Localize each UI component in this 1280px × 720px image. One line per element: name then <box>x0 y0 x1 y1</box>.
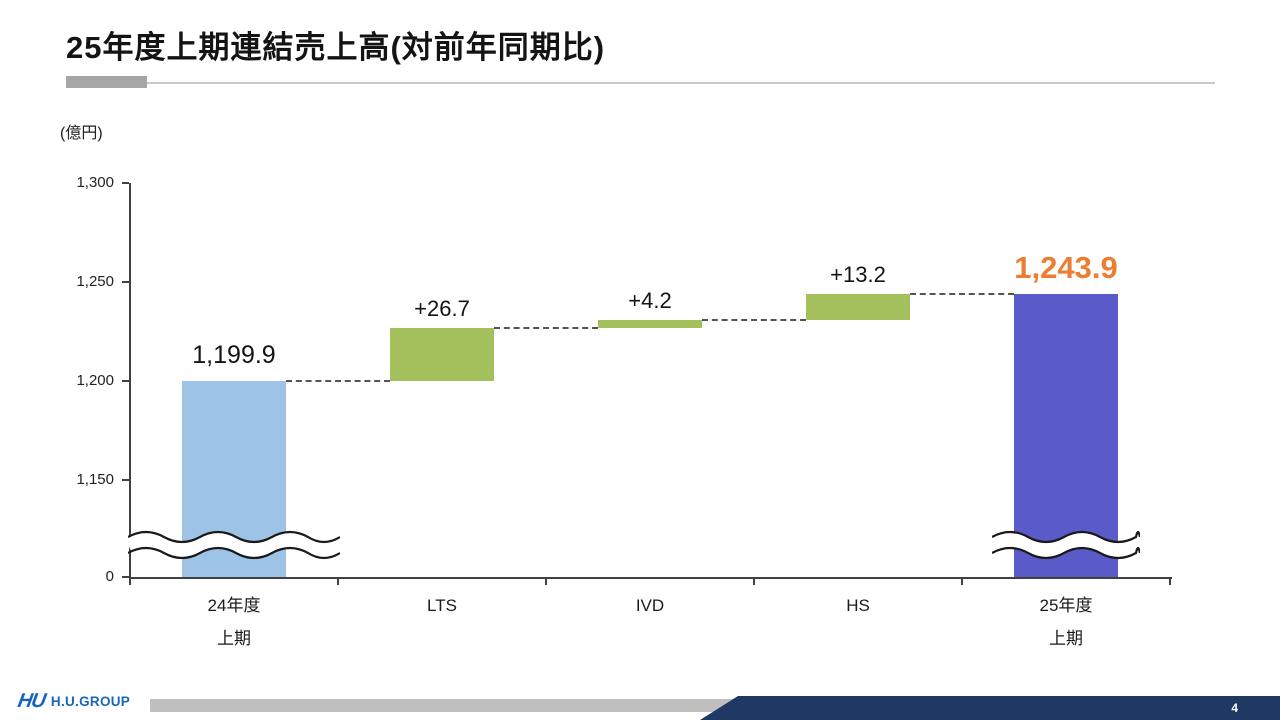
y-tick <box>122 576 129 578</box>
y-tick-label: 1,300 <box>76 174 114 191</box>
bar-value-label: +26.7 <box>414 296 470 322</box>
x-tick <box>545 579 547 585</box>
category-label-line: LTS <box>427 596 457 615</box>
connector-line <box>910 292 1014 295</box>
category-label-line: 24年度 <box>207 596 261 615</box>
category-label: LTS <box>362 589 522 622</box>
category-label: 24年度上期 <box>154 589 314 655</box>
y-tick-label: 1,250 <box>76 273 114 290</box>
category-label-line: 上期 <box>217 629 251 648</box>
footer-logo: HU H.U.GROUP <box>16 690 131 712</box>
y-tick <box>122 182 129 184</box>
unit-label: (億円) <box>60 125 103 142</box>
page-number: 4 <box>1231 701 1238 715</box>
connector-line <box>702 319 806 322</box>
bar-ivd <box>598 320 702 329</box>
y-tick <box>122 281 129 283</box>
category-label-line: 25年度 <box>1039 596 1093 615</box>
x-axis <box>129 577 1172 579</box>
x-tick <box>753 579 755 585</box>
category-label: 25年度上期 <box>986 589 1146 655</box>
bar-value-label: +4.2 <box>628 288 672 314</box>
footer-navy-band: 4 <box>700 696 1280 720</box>
connector-line <box>286 380 390 383</box>
title-accent-bar <box>66 76 147 88</box>
x-tick <box>961 579 963 585</box>
y-tick-label: 1,150 <box>76 471 114 488</box>
bar-value-label: 1,243.9 <box>1014 250 1118 286</box>
x-tick <box>129 579 131 585</box>
y-tick <box>122 479 129 481</box>
x-tick <box>1169 579 1171 585</box>
y-tick <box>122 380 129 382</box>
connector-line <box>494 327 598 330</box>
category-label-line: IVD <box>635 596 665 615</box>
bar-value-label: +13.2 <box>830 261 886 287</box>
y-tick-label: 0 <box>105 568 114 585</box>
footer-gray-bar <box>150 699 733 712</box>
bar-hs <box>806 293 910 320</box>
category-label: IVD <box>570 589 730 622</box>
title-rule <box>66 82 1215 84</box>
hu-logo-icon: HU <box>16 690 47 712</box>
bar-fy25-h1 <box>1014 294 1118 577</box>
category-label-line: HS <box>846 596 870 615</box>
bar-lts <box>390 328 494 382</box>
category-label-line: 上期 <box>1049 629 1083 648</box>
slide-title: 25年度上期連結売上高(対前年同期比) <box>66 30 606 65</box>
waterfall-chart: 1,300 1,250 1,200 1,150 0 1,199.9 24年度上期 +26.7 L… <box>76 174 1172 655</box>
bar-value-label: 1,199.9 <box>192 341 276 370</box>
axis-break <box>128 530 340 560</box>
y-tick-label: 1,200 <box>76 372 114 389</box>
axis-break <box>992 530 1140 560</box>
y-axis <box>129 183 131 579</box>
x-tick <box>337 579 339 585</box>
category-label: HS <box>778 589 938 622</box>
logo-text: H.U.GROUP <box>50 693 131 709</box>
